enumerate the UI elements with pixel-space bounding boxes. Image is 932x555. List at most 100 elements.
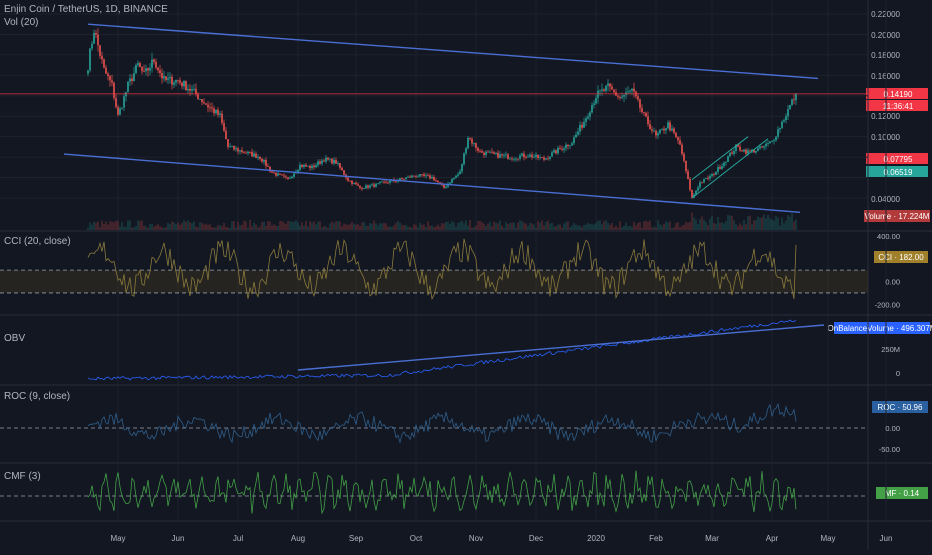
candle-body bbox=[167, 78, 169, 80]
candle-body bbox=[499, 154, 501, 158]
volume-bar bbox=[207, 224, 209, 230]
roc-badge: ROC · 50.96 bbox=[872, 401, 928, 413]
candle-body bbox=[637, 96, 639, 100]
volume-bar bbox=[317, 221, 319, 230]
volume-bar bbox=[481, 222, 483, 230]
volume-bar bbox=[311, 222, 313, 230]
volume-bar bbox=[687, 222, 689, 230]
volume-bar bbox=[733, 220, 735, 230]
volume-bar bbox=[647, 221, 649, 230]
cci-label[interactable]: CCI (20, close) bbox=[4, 236, 71, 247]
volume-bar bbox=[693, 217, 695, 230]
roc-line bbox=[87, 402, 797, 444]
volume-indicator-label[interactable]: Vol (20) bbox=[4, 17, 38, 28]
volume-bar bbox=[595, 223, 597, 230]
volume-bar bbox=[181, 223, 183, 230]
candle-body bbox=[419, 174, 421, 177]
chart-title: Enjin Coin / TetherUS, 1D, BINANCE bbox=[4, 4, 168, 15]
volume-bar bbox=[715, 223, 717, 230]
cmf-line bbox=[87, 470, 797, 515]
volume-bar bbox=[505, 222, 507, 230]
candle-body bbox=[459, 171, 461, 175]
volume-bar bbox=[521, 221, 523, 230]
volume-bar bbox=[579, 225, 581, 230]
volume-bar bbox=[767, 214, 769, 230]
candle-body bbox=[525, 157, 527, 158]
volume-bar bbox=[369, 223, 371, 230]
candle-body bbox=[95, 32, 97, 35]
volume-bar bbox=[157, 224, 159, 230]
volume-bar bbox=[777, 217, 779, 230]
candle-body bbox=[411, 175, 413, 178]
candle-body bbox=[311, 165, 313, 169]
volume-bar bbox=[127, 220, 129, 230]
volume-bar bbox=[611, 222, 613, 230]
level-badge-2: 0.06519 bbox=[866, 166, 928, 177]
volume-bar bbox=[401, 224, 403, 230]
candle-body bbox=[299, 164, 301, 170]
volume-bar bbox=[547, 220, 549, 230]
volume-bar bbox=[193, 221, 195, 230]
roc-value: ROC · 50.96 bbox=[878, 403, 923, 412]
volume-badge: Volume · 17.224M bbox=[864, 210, 930, 222]
volume-bar bbox=[541, 220, 543, 230]
candle-body bbox=[729, 152, 731, 157]
roc-label[interactable]: ROC (9, close) bbox=[4, 391, 70, 402]
volume-bar bbox=[449, 224, 451, 230]
volume-bar bbox=[469, 220, 471, 230]
volume-bar bbox=[765, 218, 767, 230]
volume-bar bbox=[463, 223, 465, 230]
candle-body bbox=[511, 158, 513, 160]
last-price-badge: 0.14190 bbox=[866, 88, 928, 99]
volume-bar bbox=[359, 226, 361, 230]
cci-band bbox=[0, 270, 868, 293]
candle-body bbox=[243, 152, 245, 153]
volume-bar bbox=[571, 225, 573, 230]
candle-body bbox=[703, 178, 705, 183]
candle-body bbox=[197, 94, 199, 100]
volume-bar bbox=[179, 224, 181, 230]
cmf-label[interactable]: CMF (3) bbox=[4, 471, 41, 482]
volume-bar bbox=[581, 227, 583, 230]
volume-bar bbox=[575, 224, 577, 230]
volume-bar bbox=[623, 226, 625, 230]
candle-body bbox=[749, 150, 751, 152]
candle-body bbox=[725, 161, 727, 163]
volume-bar bbox=[445, 221, 447, 230]
candle-body bbox=[395, 181, 397, 182]
candle-body bbox=[215, 109, 217, 114]
volume-bar bbox=[249, 220, 251, 230]
volume-bar bbox=[655, 227, 657, 230]
candle-body bbox=[791, 99, 793, 106]
wedge-line-upper bbox=[691, 136, 749, 180]
candle-body bbox=[495, 152, 497, 154]
volume-bar bbox=[661, 225, 663, 230]
candle-body bbox=[283, 175, 285, 177]
obv-label[interactable]: OBV bbox=[4, 333, 25, 344]
candle-body bbox=[279, 173, 281, 175]
volume-bar bbox=[163, 227, 165, 230]
volume-bar bbox=[501, 225, 503, 230]
volume-bar bbox=[297, 222, 299, 230]
volume-bar bbox=[631, 226, 633, 230]
volume-bar bbox=[335, 221, 337, 230]
candle-body bbox=[293, 173, 295, 177]
volume-bar bbox=[111, 221, 113, 230]
volume-bar bbox=[685, 221, 687, 230]
volume-bar bbox=[121, 222, 123, 230]
volume-bar bbox=[217, 225, 219, 230]
candle-body bbox=[367, 185, 369, 188]
candle-body bbox=[305, 164, 307, 167]
volume-bar bbox=[751, 224, 753, 230]
candle-body bbox=[527, 156, 529, 158]
volume-bar bbox=[337, 221, 339, 230]
volume-bar bbox=[459, 222, 461, 230]
volume-bar bbox=[671, 227, 673, 230]
candle-body bbox=[667, 122, 669, 129]
candle-body bbox=[519, 155, 521, 159]
time-axis-label: Mar bbox=[705, 534, 719, 543]
volume-bar bbox=[657, 220, 659, 230]
candle-body bbox=[447, 183, 449, 187]
